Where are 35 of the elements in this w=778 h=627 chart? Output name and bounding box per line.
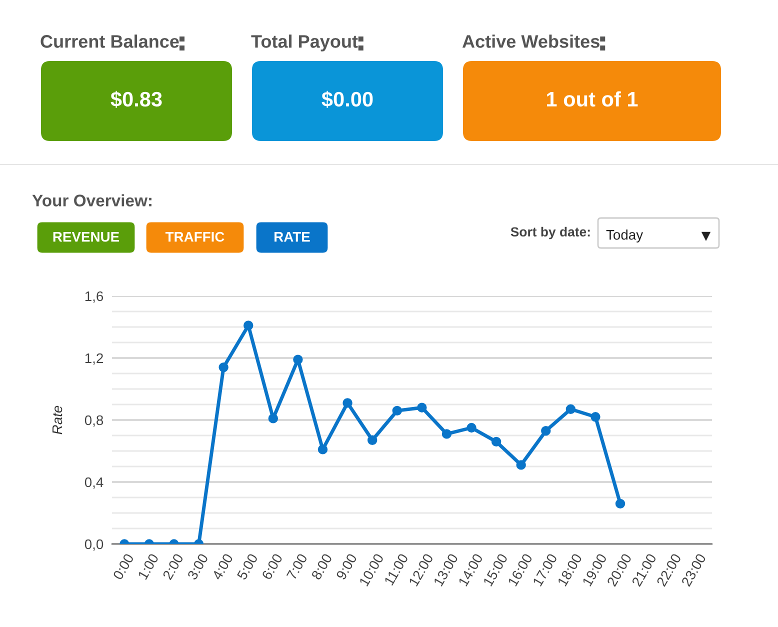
point [342,398,352,408]
y-tick-label: 1,6 [85,291,104,303]
category-label: Current Balance [40,34,179,48]
point [417,402,427,412]
point [293,354,303,364]
point [218,362,228,372]
y-tick-label: 0,8 [84,415,104,427]
category-label: Active Websites [462,34,600,48]
point [466,422,476,433]
point [491,436,502,447]
point [442,429,452,439]
y-tick-label: 0,4 [84,477,104,489]
y-axis-title: Rate [52,406,62,434]
text: RATE [274,232,310,242]
point [268,414,278,424]
text: REVENUE [53,232,120,242]
point [615,498,626,509]
point [566,404,576,414]
text: 1 out of 1 [547,91,638,107]
point [367,435,378,446]
chart-title: Your Overview: [32,194,152,206]
point [541,426,551,436]
text: $0.00 [322,90,373,108]
point [516,460,526,470]
point [244,320,254,330]
y-tick-label: 0,0 [84,539,104,551]
point [318,444,328,454]
text: Today [606,230,644,242]
y-tick-label: 1,2 [85,353,103,365]
text: $0.83 [110,90,162,108]
point [590,412,600,422]
point [392,406,402,416]
category-label: Total Payout [251,34,358,52]
text: Sort by date: [510,226,590,240]
text: TRAFFIC [165,232,224,242]
